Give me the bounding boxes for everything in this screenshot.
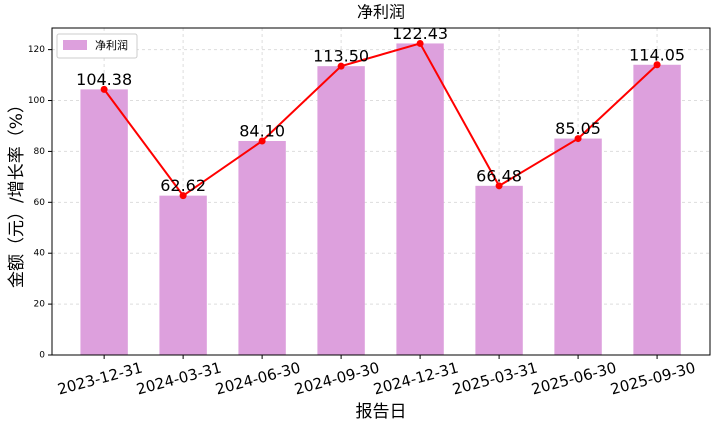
y-tick-label: 80 [34, 147, 46, 157]
x-tick-label: 2025-06-30 [530, 359, 619, 399]
x-axis-label: 报告日 [356, 402, 407, 422]
bar [238, 140, 286, 355]
marker [179, 192, 187, 200]
legend-label: 净利润 [95, 38, 128, 52]
x-tick-label: 2025-03-31 [451, 359, 540, 399]
bar [159, 195, 207, 355]
bar [475, 185, 523, 355]
marker [100, 85, 108, 93]
x-tick-label: 2024-09-30 [293, 359, 382, 399]
chart-title: 净利润 [357, 3, 405, 22]
marker [495, 182, 503, 190]
legend-swatch [63, 40, 87, 50]
marker [416, 39, 424, 47]
x-tick-label: 2024-06-30 [214, 359, 303, 399]
value-label: 122.43 [392, 24, 448, 43]
value-label: 66.48 [476, 166, 522, 185]
y-tick-label: 120 [28, 45, 45, 55]
bar [317, 66, 365, 355]
bar [633, 64, 681, 355]
value-label: 62.62 [160, 176, 206, 195]
marker [574, 135, 582, 143]
plot-frame [51, 27, 711, 356]
x-tick-label: 2023-12-31 [56, 359, 145, 399]
marker [337, 62, 345, 70]
y-tick-label: 40 [34, 249, 46, 259]
x-tick-label: 2025-09-30 [609, 359, 698, 399]
bar [80, 89, 128, 355]
y-tick-label: 20 [34, 300, 46, 310]
line [103, 42, 658, 198]
value-label: 113.50 [313, 47, 369, 66]
y-tick-label: 100 [28, 96, 45, 106]
y-tick-label: 60 [34, 198, 46, 208]
y-axis-label: 金额（元）/增长率（%） [7, 96, 27, 288]
x-tick-label: 2024-12-31 [372, 359, 461, 399]
value-label: 85.05 [555, 119, 601, 138]
value-label: 114.05 [629, 45, 685, 64]
marker [653, 61, 661, 69]
bar [554, 138, 602, 355]
marker [258, 137, 266, 145]
y-tick-label: 0 [39, 351, 45, 361]
bar [396, 43, 444, 355]
x-tick-label: 2024-03-31 [135, 359, 224, 399]
value-label: 84.10 [239, 121, 285, 140]
value-label: 104.38 [76, 70, 132, 89]
